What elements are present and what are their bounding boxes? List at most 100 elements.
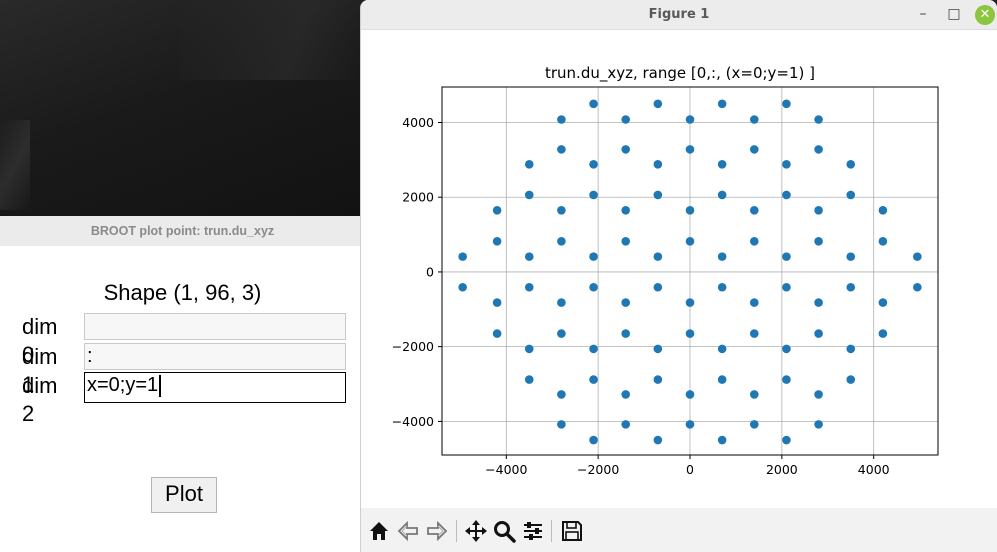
data-point bbox=[878, 298, 888, 307]
data-point bbox=[653, 282, 663, 292]
toolbar-separator bbox=[456, 520, 457, 542]
data-point bbox=[557, 236, 566, 246]
desktop-wallpaper-streak bbox=[180, 0, 370, 80]
broot-titlebar[interactable]: BROOT plot point: trun.du_xyz bbox=[0, 216, 365, 246]
data-point bbox=[524, 282, 534, 292]
maximize-button[interactable]: □ bbox=[947, 6, 961, 22]
home-icon[interactable] bbox=[366, 518, 392, 544]
data-point bbox=[589, 375, 598, 384]
data-point bbox=[621, 236, 631, 246]
data-point bbox=[492, 205, 502, 215]
data-point bbox=[782, 435, 791, 445]
data-point bbox=[782, 160, 791, 169]
data-point bbox=[782, 344, 791, 354]
data-point bbox=[621, 390, 631, 399]
data-point bbox=[878, 205, 888, 215]
x-tick-label: 2000 bbox=[766, 462, 798, 477]
data-point bbox=[685, 390, 695, 399]
x-tick-label: −4000 bbox=[485, 462, 527, 477]
data-point bbox=[524, 160, 534, 169]
data-point bbox=[524, 190, 534, 200]
data-point bbox=[557, 205, 566, 215]
data-point bbox=[685, 329, 695, 338]
figure-title: Figure 1 bbox=[648, 7, 710, 22]
data-point bbox=[717, 160, 727, 169]
figure-titlebar[interactable]: Figure 1 – □ ✕ bbox=[361, 0, 997, 30]
y-tick-label: 2000 bbox=[402, 190, 434, 205]
data-point bbox=[589, 435, 598, 445]
x-tick-label: 4000 bbox=[858, 462, 890, 477]
desktop-wallpaper-streak bbox=[0, 120, 30, 210]
tick-marks: −4000 −2000 0 2000 4000 −4000 −2000 0 2000 4000 bbox=[392, 115, 890, 477]
data-point bbox=[717, 282, 727, 292]
text-caret bbox=[159, 374, 162, 397]
scatter-chart: trun.du_xyz, range [0,:, (x=0;y=1) ] −40… bbox=[392, 64, 939, 477]
shape-label: Shape (1, 96, 3) bbox=[103, 280, 262, 305]
y-tick-label: 4000 bbox=[402, 115, 434, 130]
data-point bbox=[782, 190, 791, 200]
data-point bbox=[846, 375, 856, 384]
broot-dialog: BROOT plot point: trun.du_xyz Shape (1, … bbox=[0, 216, 365, 552]
data-point bbox=[846, 160, 856, 169]
data-point bbox=[749, 145, 759, 154]
dim-2-input[interactable]: x=0;y=1 bbox=[84, 372, 346, 403]
data-point bbox=[653, 160, 663, 169]
dim-0-input[interactable] bbox=[84, 313, 346, 340]
data-point bbox=[621, 145, 631, 154]
data-point bbox=[814, 298, 823, 307]
data-point bbox=[492, 329, 502, 338]
data-point bbox=[685, 236, 695, 246]
data-point bbox=[685, 115, 695, 124]
toolbar-separator bbox=[551, 520, 552, 542]
data-point bbox=[492, 236, 502, 246]
data-point bbox=[621, 298, 631, 307]
data-point bbox=[589, 99, 598, 109]
y-tick-label: −4000 bbox=[392, 414, 434, 429]
data-point bbox=[589, 282, 598, 292]
plot-button[interactable]: Plot bbox=[151, 477, 217, 513]
data-point bbox=[589, 190, 598, 200]
save-icon[interactable] bbox=[559, 518, 585, 544]
data-point bbox=[749, 236, 759, 246]
data-point bbox=[782, 99, 791, 109]
y-tick-label: −2000 bbox=[392, 339, 434, 354]
data-point bbox=[557, 420, 566, 429]
data-point bbox=[653, 99, 663, 109]
forward-icon[interactable] bbox=[424, 518, 450, 544]
data-point bbox=[653, 375, 663, 384]
data-point bbox=[782, 375, 791, 384]
data-point bbox=[717, 99, 727, 109]
dim-label: dim 2 bbox=[22, 373, 58, 426]
data-point bbox=[749, 329, 759, 338]
data-point bbox=[782, 252, 791, 261]
data-point bbox=[814, 145, 823, 154]
data-point bbox=[913, 252, 922, 261]
close-button[interactable]: ✕ bbox=[975, 5, 995, 25]
dim-1-input[interactable]: : bbox=[84, 343, 346, 370]
configure-icon[interactable] bbox=[520, 518, 546, 544]
data-point bbox=[589, 160, 598, 169]
pan-icon[interactable] bbox=[463, 518, 489, 544]
data-point bbox=[557, 298, 566, 307]
data-point bbox=[524, 375, 534, 384]
data-point bbox=[621, 420, 631, 429]
data-point bbox=[814, 115, 823, 124]
plot-canvas[interactable]: trun.du_xyz, range [0,:, (x=0;y=1) ] −40… bbox=[361, 30, 997, 508]
data-point bbox=[458, 252, 467, 261]
data-point bbox=[685, 298, 695, 307]
data-point bbox=[846, 252, 856, 261]
data-point bbox=[621, 115, 631, 124]
data-point bbox=[557, 115, 566, 124]
data-point bbox=[814, 329, 823, 338]
data-point bbox=[913, 282, 922, 292]
data-points bbox=[458, 99, 922, 445]
figure-window: Figure 1 – □ ✕ trun.du_xyz, range [0,:, … bbox=[360, 0, 997, 552]
data-point bbox=[749, 298, 759, 307]
data-point bbox=[557, 145, 566, 154]
data-point bbox=[653, 252, 663, 261]
x-tick-label: 0 bbox=[686, 462, 694, 477]
minimize-button[interactable]: – bbox=[919, 6, 927, 22]
back-icon[interactable] bbox=[395, 518, 421, 544]
data-point bbox=[621, 329, 631, 338]
zoom-icon[interactable] bbox=[491, 518, 517, 544]
